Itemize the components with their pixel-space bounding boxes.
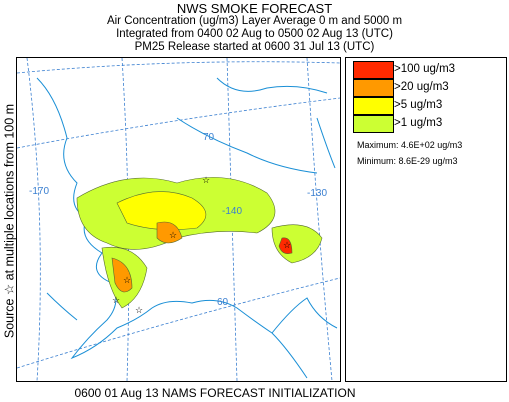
panhandle-coast-path	[271, 297, 338, 334]
map-title: NWS SMOKE FORECAST	[176, 1, 333, 16]
latitude-60-line	[16, 277, 341, 369]
coastline	[36, 77, 338, 379]
smoke-contours	[76, 177, 323, 309]
graticule-label-lon170: -170	[29, 186, 49, 197]
integration-period: Integrated from 0400 02 Aug to 0500 02 A…	[116, 28, 393, 40]
legend-item: >1 ug/m3	[353, 115, 503, 133]
legend-label-gt20: >20 ug/m3	[394, 81, 449, 93]
contour-gt5-region	[116, 191, 207, 230]
graticule-label-lat70: 70	[203, 132, 215, 143]
contour-gt100-east	[278, 237, 293, 254]
forecast-initialization-footer: 0600 01 Aug 13 NAMS FORECAST INITIALIZAT…	[74, 386, 356, 400]
source-star-icon: ☆	[135, 305, 143, 315]
longitude-170-line	[26, 57, 41, 382]
northern-coast-path	[216, 77, 328, 94]
arctic-coast-path	[176, 117, 318, 174]
contour-gt1-east	[271, 224, 323, 264]
source-star-icon: ☆	[202, 175, 210, 185]
legend-label-gt1: >1 ug/m3	[394, 117, 443, 129]
source-star-icon: ☆	[123, 275, 131, 285]
graticule-label-lat60: 60	[217, 297, 229, 308]
legend-item: >20 ug/m3	[353, 79, 503, 97]
minimum-value: Minimum: 8.6E-29 ug/m3	[357, 156, 458, 166]
peninsula-coast-path	[46, 292, 78, 321]
graticule-label-lon140: -140	[222, 206, 242, 217]
legend-item: >5 ug/m3	[353, 97, 503, 115]
yukon-border-path	[316, 117, 336, 169]
release-start: PM25 Release started at 0600 31 Jul 13 (…	[134, 41, 375, 53]
longitude-130-line	[306, 57, 333, 382]
source-markers: ☆ ☆ ☆ ☆ ☆ ☆	[112, 175, 291, 315]
graticule-label-lon130: -130	[307, 188, 327, 199]
legend-label-gt5: >5 ug/m3	[394, 99, 443, 111]
legend-label-gt100: >100 ug/m3	[394, 63, 456, 75]
legend-panel: >100 ug/m3 >20 ug/m3 >5 ug/m3 >1 ug/m3 M…	[345, 57, 507, 382]
source-star-icon: ☆	[169, 230, 177, 240]
legend-swatch-gt1	[353, 115, 394, 133]
latitude-80-line	[16, 61, 341, 74]
legend-swatch-gt5	[353, 97, 394, 115]
source-star-icon: ☆	[283, 240, 291, 250]
contour-gt20-central	[156, 221, 183, 244]
graticule	[16, 57, 341, 382]
latitude-70-line	[16, 97, 341, 149]
alaska-coast-path	[36, 77, 308, 379]
smoke-map: ☆ ☆ ☆ ☆ ☆ ☆ 70 -170 -140 -130 60	[16, 57, 341, 382]
map-canvas: ☆ ☆ ☆ ☆ ☆ ☆ 70 -170 -140 -130 60	[16, 57, 341, 382]
concentration-subtitle: Air Concentration (ug/m3) Layer Average …	[106, 15, 403, 27]
legend-swatch-gt20	[353, 79, 394, 97]
legend-swatch-gt100	[353, 61, 394, 79]
maximum-value: Maximum: 4.6E+02 ug/m3	[357, 140, 463, 150]
legend-item: >100 ug/m3	[353, 61, 503, 79]
contour-gt20-southwest	[111, 257, 133, 293]
source-star-icon: ☆	[112, 295, 120, 305]
